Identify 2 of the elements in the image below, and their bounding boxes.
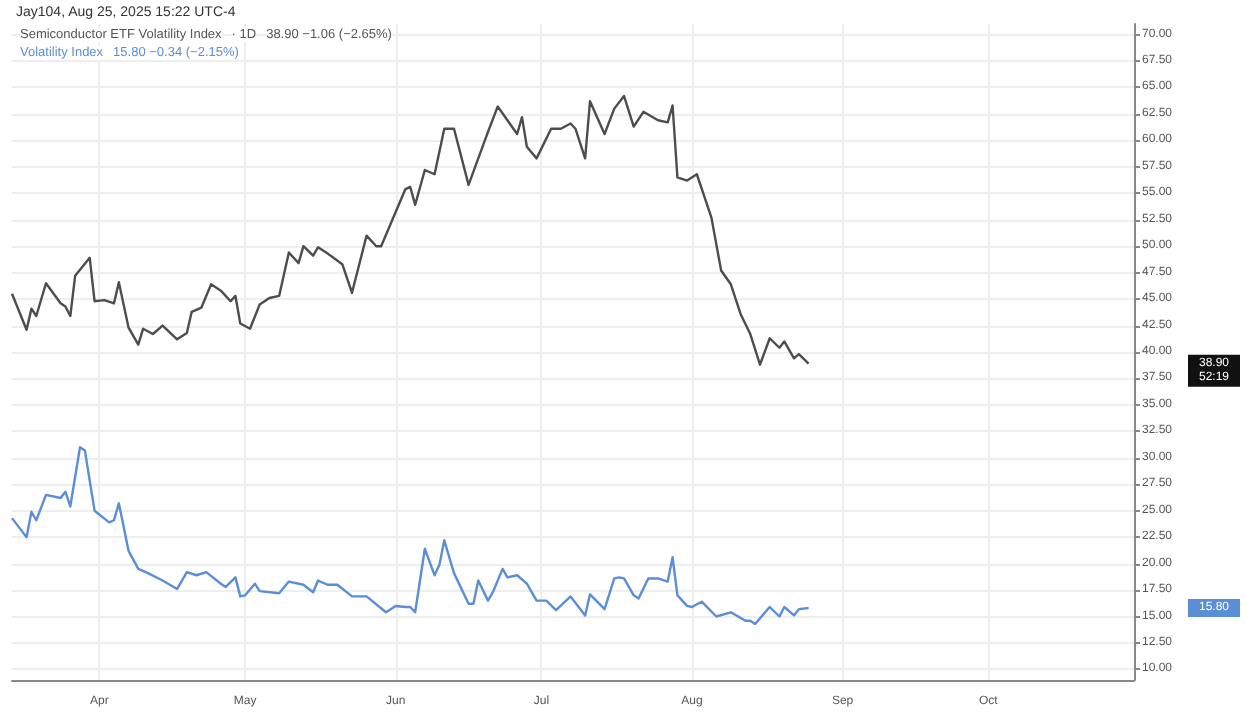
line-series [10,446,810,626]
line-series [10,94,810,366]
